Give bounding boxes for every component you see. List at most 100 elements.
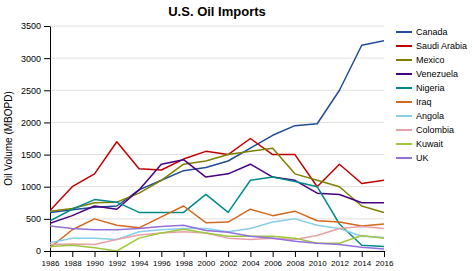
series-line <box>50 229 384 251</box>
legend-item: Canada <box>396 27 448 37</box>
tick: 2004 <box>242 251 260 268</box>
legend-swatch <box>396 115 412 117</box>
legend-swatch <box>396 157 412 159</box>
tick: 2500 <box>21 86 50 96</box>
tick-label: 3000 <box>21 54 41 64</box>
legend-label: Iraq <box>416 97 432 107</box>
legend-label: Venezuela <box>416 69 458 79</box>
legend-item: Colombia <box>396 125 454 135</box>
legend-label: UK <box>416 153 429 163</box>
legend-item: Angola <box>396 111 444 121</box>
tick: 2014 <box>353 251 371 268</box>
tick-label: 2010 <box>309 259 327 268</box>
tick-label: 2008 <box>287 259 305 268</box>
grid <box>50 26 384 251</box>
tick: 2010 <box>309 251 327 268</box>
tick-label: 1996 <box>153 259 171 268</box>
legend-item: Saudi Arabia <box>396 41 467 51</box>
tick-mark <box>44 251 50 252</box>
x-axis: 1986198819901992199419961998200020022004… <box>42 251 394 268</box>
tick-mark <box>44 122 50 123</box>
y-axis-title: Oil Volume (MBOPD) <box>3 91 14 185</box>
title: U.S. Oil Imports <box>168 4 266 19</box>
tick-label: 2016 <box>376 259 394 268</box>
tick-label: 2014 <box>353 259 371 268</box>
tick-mark <box>50 251 51 257</box>
tick-mark <box>44 187 50 188</box>
grid-line <box>50 122 384 123</box>
tick-mark <box>161 251 162 257</box>
tick-label: 1988 <box>64 259 82 268</box>
tick-mark <box>228 251 229 257</box>
legend-item: Venezuela <box>396 69 458 79</box>
tick-mark <box>339 251 340 257</box>
tick-mark <box>139 251 140 257</box>
grid-line <box>50 251 384 252</box>
tick-mark <box>44 90 50 91</box>
legend: Canada Saudi Arabia Mexico Venezuela Nigeria… <box>396 27 467 163</box>
marks <box>50 41 384 251</box>
tick-mark <box>95 251 96 257</box>
tick-mark <box>44 219 50 220</box>
tick-label: 0 <box>36 246 41 256</box>
series-line <box>50 206 384 248</box>
tick-mark <box>206 251 207 257</box>
tick: 1992 <box>108 251 126 268</box>
axis-domain <box>50 27 51 252</box>
tick-mark <box>44 155 50 156</box>
legend-label: Saudi Arabia <box>416 41 467 51</box>
tick-mark <box>273 251 274 257</box>
tick-label: 2004 <box>242 259 260 268</box>
tick: 500 <box>26 214 50 224</box>
tick: 2000 <box>197 251 215 268</box>
legend-label: Colombia <box>416 125 454 135</box>
tick-mark <box>362 251 363 257</box>
legend-swatch <box>396 73 412 75</box>
legend-swatch <box>396 87 412 89</box>
tick-label: 2002 <box>220 259 238 268</box>
tick-mark <box>317 251 318 257</box>
tick: 1988 <box>64 251 82 268</box>
tick: 1990 <box>86 251 104 268</box>
tick: 1994 <box>131 251 149 268</box>
tick-mark <box>384 251 385 257</box>
legend-swatch <box>396 45 412 47</box>
tick: 0 <box>36 246 50 256</box>
legend-item: Nigeria <box>396 83 445 93</box>
legend-label: Nigeria <box>416 83 445 93</box>
tick-label: 1990 <box>86 259 104 268</box>
legend-item: Kuwait <box>396 139 444 149</box>
series-line <box>50 41 384 213</box>
tick-mark <box>295 251 296 257</box>
tick-mark <box>184 251 185 257</box>
tick-label: 1992 <box>108 259 126 268</box>
tick-label: 500 <box>26 214 41 224</box>
legend-item: UK <box>396 153 429 163</box>
tick: 1000 <box>21 182 50 192</box>
tick: 2006 <box>264 251 282 268</box>
tick: 2000 <box>21 118 50 128</box>
tick-label: 1500 <box>21 150 41 160</box>
grid-line <box>50 154 384 155</box>
legend-label: Mexico <box>416 55 445 65</box>
grid-line <box>50 90 384 91</box>
tick-label: 1994 <box>131 259 149 268</box>
plot-area: 1986198819901992199419961998200020022004… <box>21 21 394 267</box>
tick-label: 2000 <box>21 118 41 128</box>
legend-swatch <box>396 129 412 131</box>
tick-label: 2000 <box>197 259 215 268</box>
chart: 1986198819901992199419961998200020022004… <box>0 0 474 271</box>
tick-label: 1998 <box>175 259 193 268</box>
tick: 3500 <box>21 21 50 31</box>
y-axis: 0 500 1000 1500 2000 2500 3000 3500 <box>21 21 51 256</box>
tick-mark <box>44 58 50 59</box>
tick: 2012 <box>331 251 349 268</box>
grid-line <box>50 58 384 59</box>
tick-mark <box>250 251 251 257</box>
tick-label: 1000 <box>21 182 41 192</box>
legend-label: Angola <box>416 111 444 121</box>
tick-mark <box>44 26 50 27</box>
legend-label: Kuwait <box>416 139 444 149</box>
tick: 2002 <box>220 251 238 268</box>
tick: 2008 <box>287 251 305 268</box>
